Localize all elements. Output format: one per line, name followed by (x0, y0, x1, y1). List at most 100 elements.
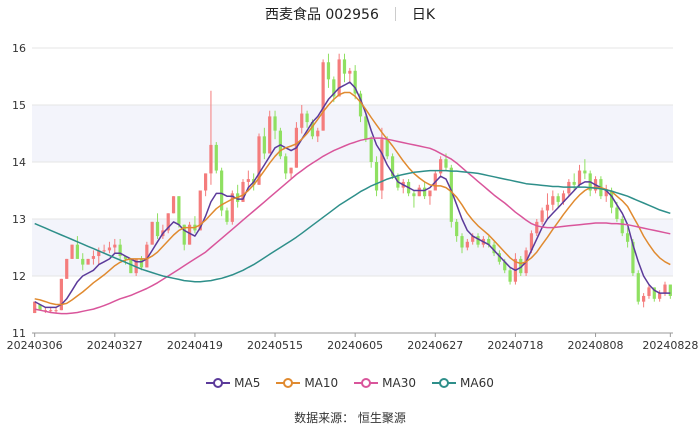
candle-body (369, 139, 373, 162)
y-tick-label: 12 (12, 270, 26, 283)
grid-band (32, 105, 673, 162)
legend-item-ma30[interactable]: MA30 (354, 376, 416, 390)
candle-body (609, 190, 614, 208)
legend-label: MA5 (234, 376, 261, 390)
candle-body (86, 258, 90, 265)
candle-body (364, 116, 368, 140)
candle-body (187, 224, 192, 245)
candle-body (33, 301, 37, 314)
candle-body (182, 224, 186, 245)
candle-body (209, 144, 213, 174)
y-tick-label: 16 (12, 42, 26, 55)
candle-body (177, 196, 181, 225)
candle-body (460, 236, 464, 248)
candle-body (230, 193, 234, 222)
candle-body (353, 70, 357, 94)
candle-body (171, 196, 176, 214)
legend-marker (206, 378, 231, 388)
candle-body (636, 273, 640, 302)
candle-body (70, 244, 74, 259)
x-tick-label: 20240327 (87, 339, 143, 352)
candle-body (337, 59, 341, 97)
candle-body (561, 193, 566, 202)
legend: MA5 MA10 MA30 MA60 (0, 376, 700, 390)
candle-body (326, 62, 331, 80)
candle-body (332, 79, 336, 97)
candle-body (380, 139, 384, 191)
candle-body (257, 136, 261, 185)
candle-body (423, 187, 427, 197)
legend-label: MA60 (460, 376, 494, 390)
candle-body (289, 167, 293, 174)
candle-body (118, 244, 122, 257)
candle-body (49, 310, 53, 312)
legend-label: MA30 (382, 376, 417, 390)
x-tick-label: 20240605 (327, 339, 383, 352)
candle-body (439, 159, 443, 174)
candle-body (65, 258, 69, 279)
candle-body (316, 130, 320, 137)
candle-body (417, 187, 421, 197)
candle-body (81, 258, 85, 265)
period-label: 日K (411, 7, 436, 23)
candle-body (535, 221, 539, 234)
candle-body (519, 258, 523, 274)
candle-body (284, 156, 288, 174)
legend-item-ma60[interactable]: MA60 (432, 376, 494, 390)
candle-body (390, 156, 395, 177)
candle-body (620, 219, 624, 234)
candle-body (262, 136, 266, 154)
candle-body (123, 256, 128, 259)
candle-body (204, 173, 208, 191)
candle-body (348, 70, 352, 74)
candle-body (225, 210, 229, 222)
candle-body (487, 238, 491, 245)
candle-body (198, 190, 202, 231)
candle-body (556, 196, 560, 202)
candle-body (471, 236, 475, 242)
candle-body (583, 170, 587, 174)
candle-body (358, 93, 363, 117)
chart-title: 西麦食品 002956 日K (0, 4, 700, 24)
legend-item-ma5[interactable]: MA5 (206, 376, 260, 390)
candle-body (615, 207, 619, 219)
ma-line-ma10 (34, 91, 671, 306)
x-tick-label: 20240828 (642, 339, 698, 352)
candle-body (455, 221, 459, 237)
candle-body (374, 162, 379, 191)
candle-body (241, 181, 245, 202)
candle-body (642, 295, 646, 302)
candle-body (545, 204, 550, 211)
candle-body (220, 170, 224, 211)
kline-chart: 11 12 13 14 15 16 20240306 20240327 20240419 2024… (7, 42, 699, 352)
candle-body (449, 167, 453, 222)
x-tick-label: 20240419 (167, 339, 223, 352)
candle-body (134, 258, 138, 274)
legend-marker (432, 378, 457, 388)
candle-body (38, 304, 42, 311)
candle-body (444, 159, 448, 168)
legend-item-ma10[interactable]: MA10 (276, 376, 338, 390)
candle-body (476, 236, 480, 245)
candle-body (577, 170, 582, 185)
candle-body (91, 256, 96, 259)
candle-body (428, 190, 432, 197)
candle-body (273, 116, 277, 131)
candle-body (508, 270, 512, 282)
candle-body (492, 244, 496, 254)
ma-line-ma30 (34, 137, 671, 315)
candle-body (75, 244, 80, 259)
candle-body (150, 221, 154, 245)
candle-body (652, 287, 656, 299)
candle-body (604, 190, 608, 197)
candle-body (97, 250, 101, 257)
candle-body (300, 113, 304, 128)
candle-body (412, 193, 416, 197)
grid-band (32, 219, 673, 276)
candle-body (625, 233, 630, 242)
candle-body (551, 196, 555, 205)
x-tick-label: 20240627 (407, 339, 463, 352)
candle-body (54, 310, 58, 312)
candle-body (310, 122, 315, 137)
candle-body (503, 261, 507, 271)
